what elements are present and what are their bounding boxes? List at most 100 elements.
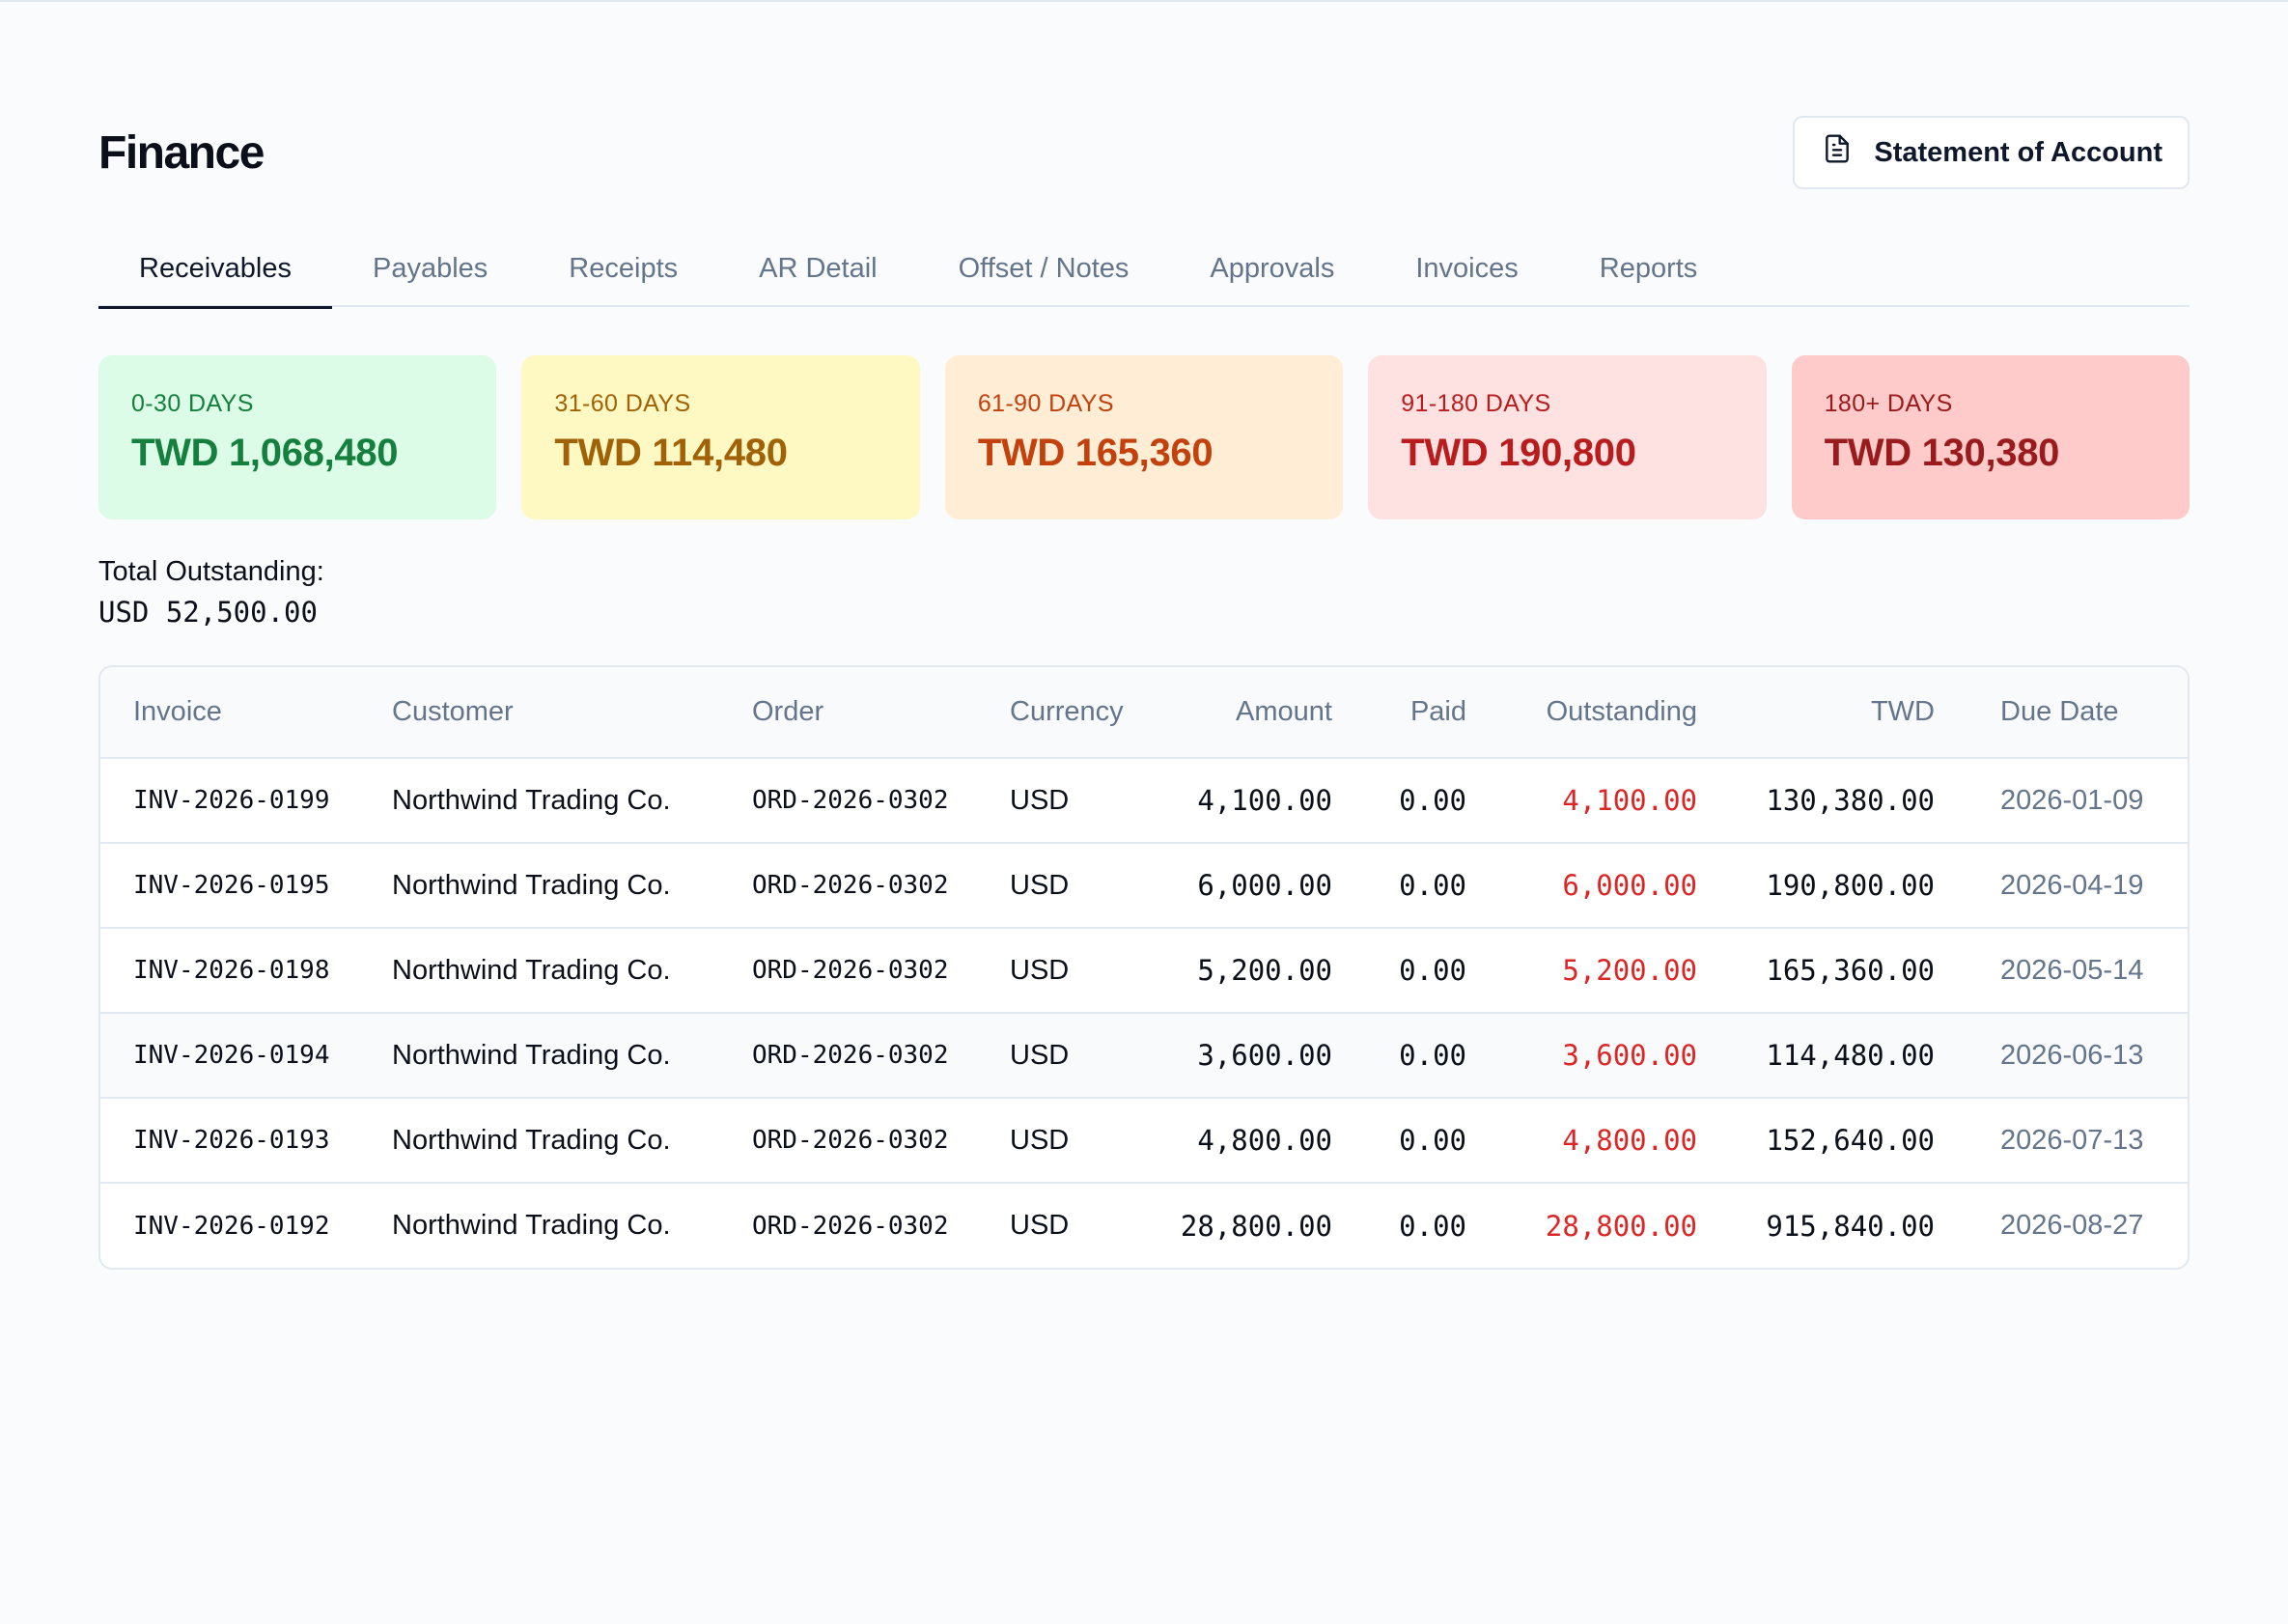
page-title: Finance: [98, 126, 265, 179]
order-cell[interactable]: ORD-2026-0302: [719, 843, 977, 929]
invoice-cell[interactable]: INV-2026-0193: [100, 1098, 359, 1184]
table-header-row: Invoice Customer Order Currency Amount P…: [100, 667, 2188, 759]
currency-cell: USD: [977, 1098, 1158, 1184]
due-date-cell: 2026-08-27: [2000, 1210, 2144, 1241]
order-cell[interactable]: ORD-2026-0302: [719, 1013, 977, 1099]
invoice-cell[interactable]: INV-2026-0192: [133, 1211, 330, 1241]
table-row[interactable]: INV-2026-0194 Northwind Trading Co. ORD-…: [100, 1013, 2188, 1099]
tab-receivables[interactable]: Receivables: [98, 238, 332, 309]
table-row[interactable]: INV-2026-0198 Northwind Trading Co. ORD-…: [100, 928, 2188, 1014]
twd-cell: 190,800.00: [1697, 843, 1935, 929]
paid-cell: 0.00: [1332, 928, 1466, 1014]
column-header-order[interactable]: Order: [719, 667, 977, 759]
receivables-table: Invoice Customer Order Currency Amount P…: [100, 667, 2188, 1268]
currency-cell: USD: [1010, 1210, 1070, 1241]
finance-tabs: Receivables Payables Receipts AR Detail …: [98, 238, 2190, 309]
aging-value: TWD 190,800: [1401, 432, 1636, 474]
customer-cell: Northwind Trading Co.: [359, 1013, 719, 1099]
column-header-twd[interactable]: TWD: [1697, 667, 1935, 759]
total-outstanding: Total Outstanding: USD 52,500.00: [98, 556, 2190, 629]
column-header-customer[interactable]: Customer: [359, 667, 719, 759]
document-icon: [1822, 133, 1853, 172]
table-row[interactable]: INV-2026-0193 Northwind Trading Co. ORD-…: [100, 1098, 2188, 1184]
aging-value: TWD 114,480: [554, 432, 788, 474]
invoice-cell[interactable]: INV-2026-0199: [100, 758, 359, 844]
due-date-cell: 2026-06-13: [1935, 1013, 2188, 1099]
aging-value: TWD 130,380: [1824, 432, 2060, 474]
outstanding-cell: 5,200.00: [1466, 928, 1697, 1014]
receivables-table-container[interactable]: Invoice Customer Order Currency Amount P…: [98, 665, 2190, 1270]
outstanding-cell: 4,100.00: [1466, 758, 1697, 844]
twd-cell: 152,640.00: [1697, 1098, 1935, 1184]
currency-cell: USD: [977, 843, 1158, 929]
due-date-cell: 2026-01-09: [1935, 758, 2188, 844]
tab-reports[interactable]: Reports: [1599, 253, 1698, 284]
amount-cell: 5,200.00: [1158, 928, 1332, 1014]
outstanding-cell: 6,000.00: [1466, 843, 1697, 929]
outstanding-cell: 28,800.00: [1545, 1209, 1697, 1243]
statement-of-account-button[interactable]: Statement of Account: [1793, 116, 2190, 189]
twd-cell: 915,840.00: [1766, 1209, 1935, 1243]
order-cell[interactable]: ORD-2026-0302: [719, 928, 977, 1014]
paid-cell: 0.00: [1332, 1013, 1466, 1099]
customer-cell: Northwind Trading Co.: [359, 1098, 719, 1184]
tab-offset-notes[interactable]: Offset / Notes: [958, 253, 1130, 284]
aging-value: TWD 1,068,480: [131, 432, 399, 474]
column-header-due-date[interactable]: Due Date: [1935, 667, 2188, 759]
tab-invoices[interactable]: Invoices: [1415, 253, 1519, 284]
due-date-cell: 2026-07-13: [1935, 1098, 2188, 1184]
column-header-currency[interactable]: Currency: [977, 667, 1158, 759]
finance-page: Finance Statement of Account Receivables…: [98, 116, 2190, 1270]
customer-cell: Northwind Trading Co.: [359, 843, 719, 929]
aging-card-180-plus: 180+ DAYS TWD 130,380: [1791, 355, 2190, 519]
paid-cell: 0.00: [1332, 843, 1466, 929]
aging-card-91-180: 91-180 DAYS TWD 190,800: [1368, 355, 1767, 519]
tab-ar-detail[interactable]: AR Detail: [759, 253, 878, 284]
due-date-cell: 2026-04-19: [1935, 843, 2188, 929]
table-row[interactable]: INV-2026-0192 Northwind Trading Co. ORD-…: [100, 1183, 2188, 1268]
order-cell[interactable]: ORD-2026-0302: [752, 1211, 949, 1241]
invoice-cell[interactable]: INV-2026-0195: [100, 843, 359, 929]
amount-cell: 3,600.00: [1158, 1013, 1332, 1099]
outstanding-cell: 4,800.00: [1466, 1098, 1697, 1184]
order-cell[interactable]: ORD-2026-0302: [719, 1098, 977, 1184]
paid-cell: 0.00: [1332, 758, 1466, 844]
column-header-invoice[interactable]: Invoice: [100, 667, 359, 759]
order-cell[interactable]: ORD-2026-0302: [719, 758, 977, 844]
currency-cell: USD: [977, 1013, 1158, 1099]
table-row[interactable]: INV-2026-0195 Northwind Trading Co. ORD-…: [100, 843, 2188, 929]
amount-cell: 6,000.00: [1158, 843, 1332, 929]
tab-payables[interactable]: Payables: [372, 253, 488, 284]
aging-label: 180+ DAYS: [1824, 390, 1953, 417]
aging-summary: 0-30 DAYS TWD 1,068,480 31-60 DAYS TWD 1…: [98, 355, 2190, 519]
table-row[interactable]: INV-2026-0199 Northwind Trading Co. ORD-…: [100, 758, 2188, 844]
invoice-cell[interactable]: INV-2026-0194: [100, 1013, 359, 1099]
customer-cell: Northwind Trading Co.: [359, 758, 719, 844]
total-outstanding-label: Total Outstanding:: [98, 556, 324, 587]
customer-cell: Northwind Trading Co.: [359, 928, 719, 1014]
total-outstanding-value: USD 52,500.00: [98, 596, 318, 629]
tab-receipts[interactable]: Receipts: [569, 253, 679, 284]
aging-label: 91-180 DAYS: [1401, 390, 1551, 417]
column-header-outstanding[interactable]: Outstanding: [1466, 667, 1697, 759]
amount-cell: 4,800.00: [1158, 1098, 1332, 1184]
aging-card-61-90: 61-90 DAYS TWD 165,360: [944, 355, 1344, 519]
amount-cell: 28,800.00: [1180, 1209, 1332, 1243]
column-header-paid[interactable]: Paid: [1332, 667, 1466, 759]
twd-cell: 165,360.00: [1697, 928, 1935, 1014]
aging-label: 0-30 DAYS: [131, 390, 254, 417]
paid-cell: 0.00: [1399, 1209, 1466, 1243]
twd-cell: 114,480.00: [1697, 1013, 1935, 1099]
aging-card-0-30: 0-30 DAYS TWD 1,068,480: [98, 355, 497, 519]
customer-cell: Northwind Trading Co.: [392, 1210, 671, 1241]
column-header-amount[interactable]: Amount: [1158, 667, 1332, 759]
twd-cell: 130,380.00: [1697, 758, 1935, 844]
aging-card-31-60: 31-60 DAYS TWD 114,480: [521, 355, 920, 519]
invoice-cell[interactable]: INV-2026-0198: [100, 928, 359, 1014]
tab-approvals[interactable]: Approvals: [1210, 253, 1335, 284]
paid-cell: 0.00: [1332, 1098, 1466, 1184]
aging-value: TWD 165,360: [977, 432, 1214, 474]
amount-cell: 4,100.00: [1158, 758, 1332, 844]
aging-label: 61-90 DAYS: [977, 390, 1114, 417]
top-divider: [0, 0, 2288, 2]
